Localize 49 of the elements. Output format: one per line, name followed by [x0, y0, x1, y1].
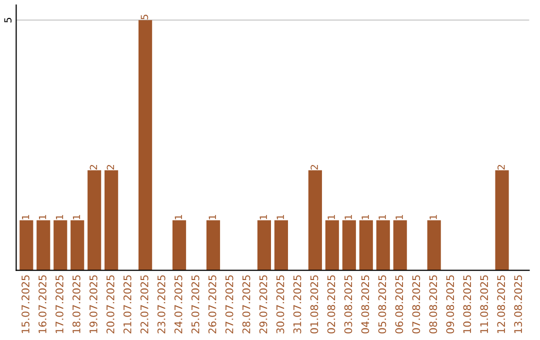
x-tick-label: 13.08.2025 [514, 275, 522, 333]
data-label: 1 [430, 214, 437, 220]
x-tick-label: 28.07.2025 [242, 275, 250, 334]
x-tick-label: 23.07.2025 [157, 275, 166, 334]
x-tick-label: 31.07.2025 [293, 275, 302, 334]
x-tick-label: 07.08.2025 [412, 275, 420, 334]
x-tick-label: 27.07.2025 [225, 275, 234, 334]
x-tick-label: 22.07.2025 [140, 275, 148, 334]
data-label: 1 [276, 214, 284, 220]
data-label: 1 [72, 214, 80, 220]
data-label: 1 [208, 214, 216, 220]
x-tick-label: 09.08.2025 [446, 275, 454, 334]
x-tick-label: 06.08.2025 [395, 275, 404, 334]
data-label: 1 [396, 214, 403, 220]
data-label: 2 [310, 165, 318, 170]
x-tick-label: 02.08.2025 [327, 275, 336, 334]
data-label: 1 [260, 214, 267, 220]
x-tick-label: 01.08.2025 [310, 275, 318, 334]
data-label: 1 [344, 214, 352, 220]
x-tick-label: 10.08.2025 [463, 275, 472, 333]
data-label: 2 [90, 165, 98, 170]
x-tick-label: 11.08.2025 [480, 275, 488, 333]
x-tick-label: 19.07.2025 [89, 275, 98, 333]
x-tick-label: 24.07.2025 [174, 275, 182, 334]
x-tick-label: 04.08.2025 [361, 275, 370, 334]
data-label: 1 [378, 214, 386, 220]
x-tick-label: 26.07.2025 [208, 275, 216, 334]
x-tick-label: 25.07.2025 [191, 275, 200, 334]
data-label: 1 [38, 214, 46, 220]
x-tick-label: 21.07.2025 [123, 275, 132, 334]
x-tick-label: 18.07.2025 [72, 275, 80, 333]
x-tick-label: 20.07.2025 [106, 275, 114, 334]
data-label: 1 [22, 214, 30, 220]
data-label: 2 [497, 165, 505, 170]
x-tick-label: 30.07.2025 [276, 275, 284, 334]
data-label: 2 [106, 165, 114, 170]
data-label: 1 [56, 214, 64, 220]
data-label: 1 [174, 214, 182, 220]
x-tick-label: 17.07.2025 [56, 275, 64, 333]
x-tick-label: 15.07.2025 [22, 275, 30, 333]
x-tick-label: 03.08.2025 [344, 275, 352, 334]
x-tick-label: 29.07.2025 [259, 275, 268, 334]
data-label: 1 [362, 214, 369, 220]
x-tick-label: 12.08.2025 [497, 275, 506, 333]
data-label: 1 [328, 214, 335, 220]
x-tick-label: 05.08.2025 [378, 275, 386, 334]
data-label: 5 [140, 14, 148, 20]
x-tick-label: 08.08.2025 [429, 275, 438, 334]
x-tick-label: 16.07.2025 [38, 275, 46, 333]
